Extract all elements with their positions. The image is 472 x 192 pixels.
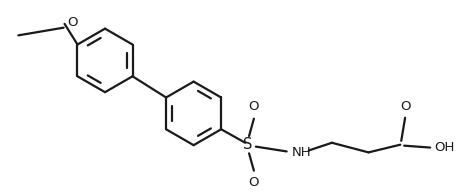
Text: O: O [249,176,259,190]
Text: NH: NH [291,146,311,159]
Text: OH: OH [434,141,455,154]
Text: O: O [249,100,259,113]
Text: O: O [67,16,78,29]
Text: S: S [244,137,253,152]
Text: O: O [400,100,410,113]
